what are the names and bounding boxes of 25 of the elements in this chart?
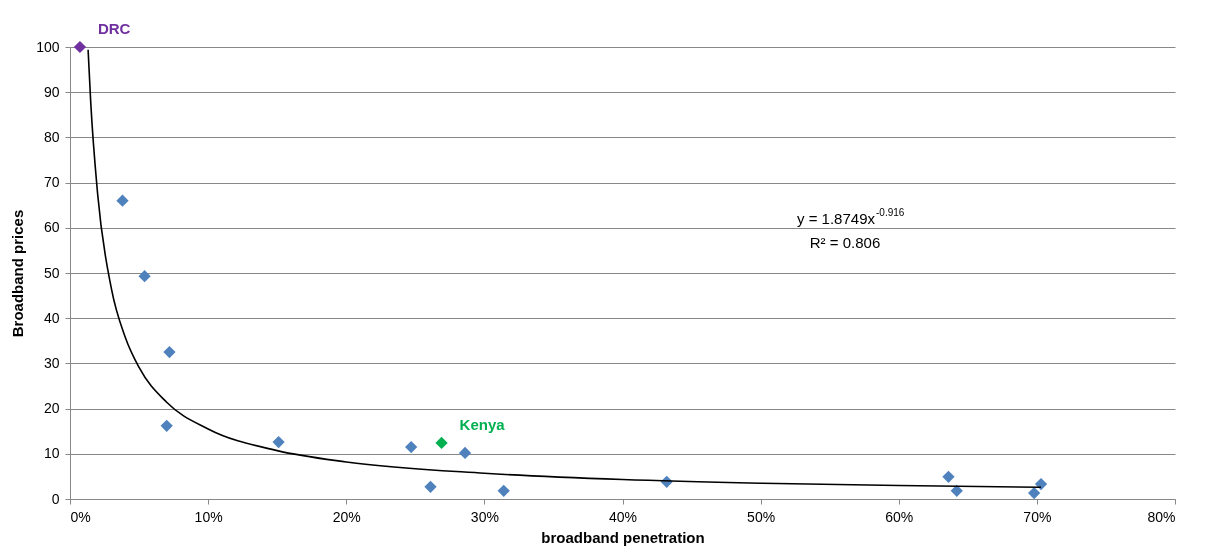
- y-tick-label: 0: [51, 490, 60, 507]
- x-tick-label: 70%: [1023, 508, 1052, 525]
- x-tick-label: 30%: [470, 508, 499, 525]
- annotation: Kenya: [459, 415, 506, 433]
- x-tick-label: 80%: [1147, 508, 1176, 525]
- annotation: R² = 0.806: [809, 234, 881, 251]
- x-tick-label: 40%: [608, 508, 638, 525]
- x-tick-label: 60%: [885, 508, 914, 525]
- y-tick-label: 60: [43, 219, 60, 236]
- x-tick-label: 50%: [747, 508, 776, 525]
- y-tick-label: 70: [43, 174, 60, 191]
- y-tick-label: 40: [43, 309, 60, 326]
- y-tick-label: 50: [43, 264, 60, 281]
- y-tick-label: 30: [43, 354, 60, 371]
- annotation: DRC: [97, 20, 131, 37]
- y-tick-label: 90: [43, 83, 60, 100]
- y-tick-label: 100: [36, 38, 60, 55]
- x-tick-label: 20%: [332, 508, 361, 525]
- y-tick-label: 80: [43, 128, 60, 145]
- y-axis-title: Broadband prices: [9, 209, 27, 338]
- x-axis-title: broadband penetration: [541, 528, 705, 546]
- y-tick-label: 20: [43, 400, 60, 417]
- x-tick-label: 0%: [70, 508, 91, 525]
- y-tick-label: 10: [43, 445, 60, 462]
- x-tick-label: 10%: [194, 508, 223, 525]
